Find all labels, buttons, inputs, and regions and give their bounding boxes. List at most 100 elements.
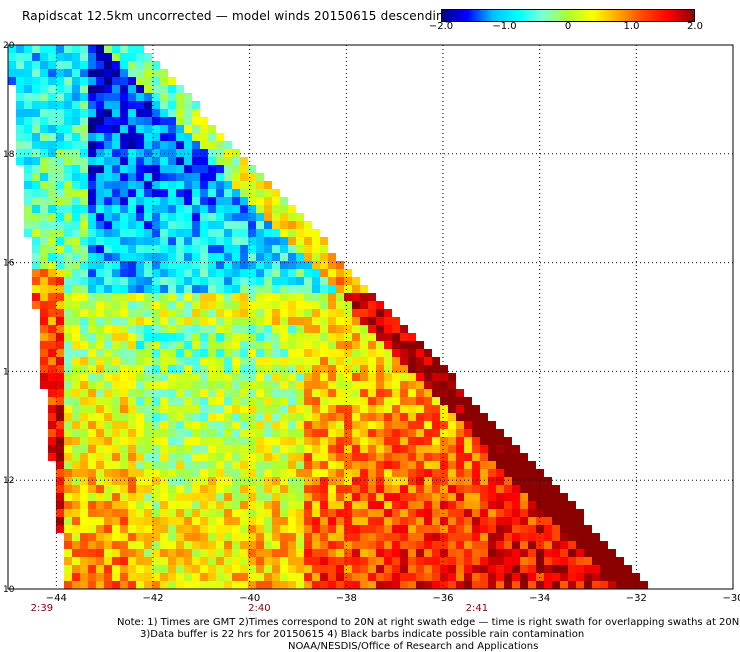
wind-cell	[352, 317, 360, 325]
wind-cell	[152, 85, 160, 93]
wind-cell	[40, 325, 48, 333]
wind-cell	[88, 557, 96, 565]
wind-cell	[80, 461, 88, 469]
wind-cell	[184, 381, 192, 389]
wind-cell	[224, 573, 232, 581]
wind-cell	[280, 565, 288, 573]
wind-cell	[408, 493, 416, 501]
wind-cell	[40, 341, 48, 349]
wind-cell	[232, 213, 240, 221]
wind-cell	[272, 381, 280, 389]
wind-cell	[384, 405, 392, 413]
wind-cell	[144, 293, 152, 301]
wind-cell	[16, 125, 24, 133]
wind-cell	[64, 189, 72, 197]
wind-cell	[248, 485, 256, 493]
wind-cell	[216, 189, 224, 197]
wind-cell	[312, 437, 320, 445]
wind-cell	[216, 165, 224, 173]
wind-cell	[248, 573, 256, 581]
wind-cell	[72, 117, 80, 125]
wind-cell	[168, 365, 176, 373]
wind-cell	[312, 309, 320, 317]
wind-cell	[160, 309, 168, 317]
wind-cell	[168, 293, 176, 301]
wind-cell	[304, 237, 312, 245]
wind-cell	[112, 109, 120, 117]
wind-cell	[176, 509, 184, 517]
wind-cell	[88, 541, 96, 549]
wind-cell	[128, 341, 136, 349]
wind-cell	[192, 109, 200, 117]
wind-cell	[120, 477, 128, 485]
wind-cell	[376, 333, 384, 341]
wind-cell	[304, 453, 312, 461]
wind-cell	[48, 109, 56, 117]
wind-cell	[320, 333, 328, 341]
wind-cell	[336, 565, 344, 573]
wind-cell	[408, 421, 416, 429]
wind-cell	[328, 253, 336, 261]
wind-cell	[152, 565, 160, 573]
colorbar	[441, 9, 695, 22]
wind-cell	[128, 573, 136, 581]
wind-cell	[168, 517, 176, 525]
wind-cell	[504, 533, 512, 541]
wind-cell	[280, 509, 288, 517]
wind-cell	[112, 285, 120, 293]
wind-cell	[104, 509, 112, 517]
wind-cell	[224, 525, 232, 533]
wind-cell	[272, 421, 280, 429]
wind-cell	[320, 509, 328, 517]
wind-cell	[344, 581, 352, 589]
wind-cell	[136, 477, 144, 485]
wind-cell	[344, 341, 352, 349]
wind-cell	[328, 269, 336, 277]
wind-cell	[552, 581, 560, 589]
wind-cell	[304, 445, 312, 453]
wind-cell	[216, 453, 224, 461]
wind-cell	[48, 301, 56, 309]
wind-cell	[328, 381, 336, 389]
wind-cell	[128, 461, 136, 469]
wind-cell	[104, 533, 112, 541]
wind-cell	[104, 413, 112, 421]
wind-cell	[192, 469, 200, 477]
wind-cell	[184, 213, 192, 221]
wind-cell	[240, 165, 248, 173]
wind-cell	[384, 509, 392, 517]
wind-cell	[368, 509, 376, 517]
wind-cell	[224, 277, 232, 285]
wind-cell	[360, 581, 368, 589]
wind-cell	[152, 245, 160, 253]
wind-cell	[40, 261, 48, 269]
wind-cell	[56, 493, 64, 501]
wind-cell	[152, 405, 160, 413]
wind-cell	[64, 213, 72, 221]
wind-cell	[312, 381, 320, 389]
wind-cell	[96, 437, 104, 445]
wind-cell	[184, 149, 192, 157]
wind-cell	[232, 557, 240, 565]
wind-cell	[272, 573, 280, 581]
wind-cell	[328, 357, 336, 365]
wind-cell	[216, 469, 224, 477]
wind-cell	[32, 45, 40, 53]
wind-cell	[64, 509, 72, 517]
wind-cell	[224, 549, 232, 557]
wind-cell	[104, 461, 112, 469]
wind-cell	[168, 525, 176, 533]
wind-cell	[24, 133, 32, 141]
wind-cell	[248, 301, 256, 309]
wind-cell	[480, 413, 488, 421]
wind-cell	[456, 413, 464, 421]
colorbar-label: −2.0	[428, 21, 454, 32]
wind-cell	[280, 373, 288, 381]
wind-cell	[144, 69, 152, 77]
wind-cell	[272, 453, 280, 461]
wind-cell	[72, 549, 80, 557]
wind-cell	[368, 573, 376, 581]
wind-cell	[344, 293, 352, 301]
wind-cell	[88, 389, 96, 397]
wind-cell	[152, 461, 160, 469]
